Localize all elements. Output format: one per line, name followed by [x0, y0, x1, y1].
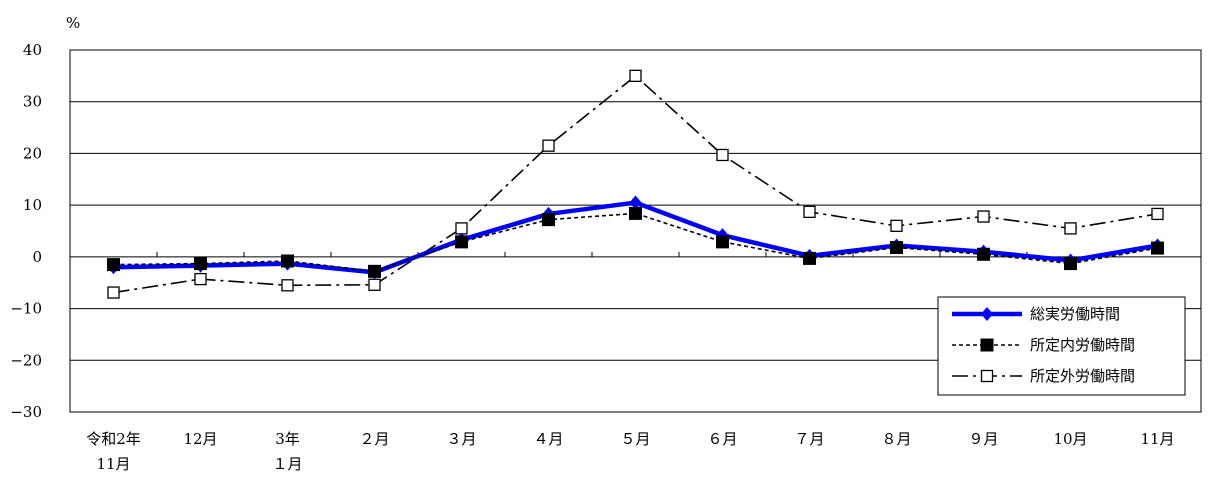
legend-swatch-marker — [980, 369, 994, 383]
data-point — [1064, 222, 1077, 235]
x-tick-label: 12月 — [183, 430, 217, 448]
y-tick-label: 40 — [23, 41, 42, 59]
data-point — [455, 222, 468, 235]
legend-swatch-marker — [981, 307, 993, 321]
x-tick-label-line2: １月 — [272, 455, 302, 473]
legend-label: 総実労働時間 — [1030, 305, 1120, 323]
data-point — [455, 235, 468, 249]
series-line — [113, 75, 1158, 294]
legend-label: 所定外労働時間 — [1030, 367, 1135, 385]
x-tick-label-line2: 11月 — [96, 455, 130, 473]
data-point — [629, 69, 642, 83]
data-point — [281, 254, 294, 268]
x-tick-label: ５月 — [620, 430, 650, 448]
x-tick-label: 3年 — [275, 430, 300, 448]
x-tick-label: ９月 — [968, 430, 998, 448]
y-tick-label: −30 — [10, 403, 42, 421]
data-point — [803, 205, 816, 219]
x-tick-label: 10月 — [1053, 430, 1087, 448]
y-tick-label: 10 — [23, 196, 42, 214]
y-tick-label: 20 — [23, 144, 42, 162]
data-point — [107, 258, 120, 272]
data-point — [803, 251, 816, 265]
data-point — [977, 247, 990, 261]
data-point — [629, 206, 642, 220]
x-tick-label: ８月 — [881, 430, 911, 448]
x-tick-label: 11月 — [1140, 430, 1174, 448]
data-point — [977, 210, 990, 223]
x-tick-label: ４月 — [533, 430, 563, 448]
x-tick-label: ６月 — [707, 430, 737, 448]
x-tick-label: ３月 — [446, 430, 476, 448]
data-point — [194, 272, 207, 286]
y-tick-label: 0 — [32, 248, 42, 266]
y-axis-unit: % — [66, 14, 80, 32]
data-point — [542, 139, 555, 152]
data-point — [890, 241, 903, 255]
legend-label: 所定内労働時間 — [1030, 336, 1135, 354]
data-point — [107, 286, 120, 299]
x-tick-label: ２月 — [359, 430, 389, 448]
legend-swatch-marker — [980, 338, 994, 352]
series-3 — [107, 69, 1164, 299]
data-point — [542, 213, 555, 227]
series-2 — [107, 206, 1164, 278]
data-point — [629, 195, 642, 210]
data-point — [1151, 207, 1164, 221]
data-point — [1151, 241, 1164, 255]
x-axis-ticks: 令和2年 11月 12月 3年 １月 ２月 ３月 ４月 ５月 ６月 ７月 ８月 ９月 10月 11月 — [86, 430, 1174, 473]
data-point — [281, 279, 294, 292]
data-point — [368, 264, 381, 278]
data-point — [890, 219, 903, 232]
data-point — [194, 257, 207, 271]
series-layer — [107, 69, 1164, 299]
data-point — [716, 148, 729, 162]
y-tick-label: −20 — [10, 351, 42, 369]
y-axis-ticks: 40 30 20 10 0 −10 −20 −30 — [10, 41, 42, 421]
x-tick-label: 令和2年 — [86, 430, 141, 448]
data-point — [368, 278, 381, 291]
y-tick-label: 30 — [23, 93, 42, 111]
data-point — [1064, 257, 1077, 271]
data-point — [716, 235, 729, 249]
x-tick-label: ７月 — [794, 430, 824, 448]
y-tick-label: −10 — [10, 300, 42, 318]
